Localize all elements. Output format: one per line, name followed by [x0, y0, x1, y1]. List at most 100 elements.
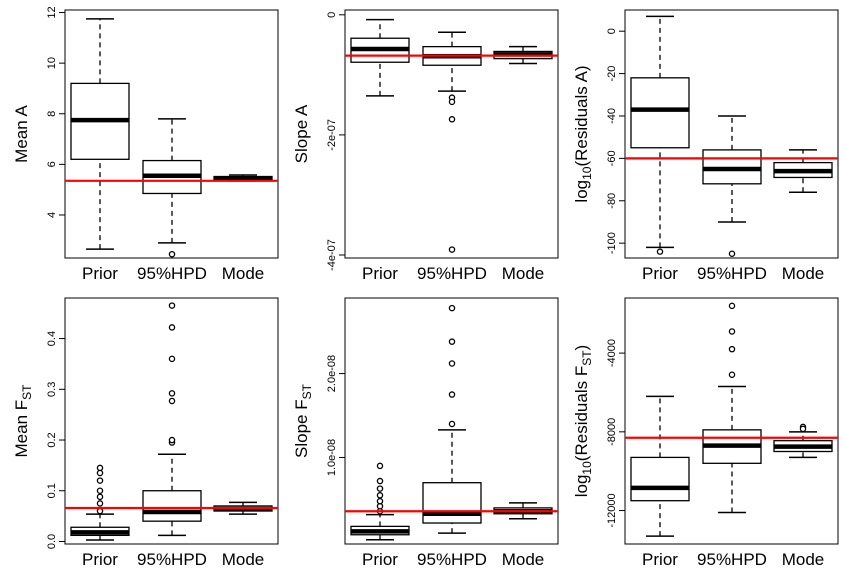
x-category-label: Prior [362, 550, 398, 569]
outlier-point [656, 248, 664, 255]
x-category-label: 95%HPD [417, 550, 487, 569]
outlier-point [96, 464, 104, 472]
outlier-point [448, 116, 456, 123]
x-category-label: Prior [362, 264, 398, 283]
plot-frame [64, 9, 279, 259]
outlier-point [799, 425, 807, 433]
box-prior [630, 15, 690, 255]
box-95-hpd [422, 304, 482, 534]
outlier-point [168, 355, 176, 363]
y-tick-label: 6 [46, 161, 58, 167]
x-category-label: Prior [82, 264, 118, 283]
y-tick-label: 0.4 [46, 331, 58, 346]
y-axis-label: Mean A [12, 105, 31, 163]
outlier-point [376, 497, 384, 505]
box-95-hpd [702, 115, 762, 258]
outlier-point [168, 250, 176, 258]
x-category-label: Mode [782, 264, 825, 283]
x-category-label: Mode [222, 264, 265, 283]
outlier-point [168, 302, 176, 309]
x-category-label: Prior [642, 264, 678, 283]
y-tick-label: 1.0e-08 [326, 439, 338, 476]
outlier-point [168, 390, 176, 397]
outlier-point [96, 477, 104, 484]
y-axis-label: log10(Residuals A) [572, 65, 594, 202]
box-mode [773, 149, 833, 194]
outlier-point [96, 469, 104, 477]
outlier-point [448, 304, 456, 312]
box-95-hpd [702, 302, 762, 514]
y-axis-label: Mean FST [12, 384, 34, 458]
x-category-label: 95%HPD [697, 264, 767, 283]
y-tick-label: 0.2 [46, 432, 58, 447]
y-tick-label: 0 [606, 28, 618, 34]
y-axis-label: log10(Residuals FST) [572, 345, 594, 497]
y-tick-label: -60 [606, 150, 618, 166]
panel-slope-fst: 1.0e-08 2.0e-08 Slope FST Prior 95%HPD Mode [292, 297, 559, 569]
outlier-point [376, 477, 384, 485]
x-category-label: Prior [82, 550, 118, 569]
y-tick-label: -20 [606, 66, 618, 82]
outlier-point [728, 345, 736, 353]
box-prior [70, 18, 130, 250]
box-95-hpd [142, 118, 202, 258]
y-tick-label: -100 [606, 232, 618, 254]
panel-log10-residuals-fst: -12000 -8000 -4000 log10(Residuals FST) Prio… [572, 297, 839, 569]
box-95-hpd [142, 302, 202, 537]
iqr-box [422, 482, 482, 524]
y-tick-label: 0.3 [46, 382, 58, 397]
y-tick-label: 0 [326, 12, 338, 18]
panel-slope-a: 0 -2e-07 -4e-07 Slope A Prior 95%HPD Mode [292, 9, 559, 283]
plot-frame [624, 297, 839, 545]
box-95-hpd [422, 31, 482, 253]
x-category-label: Mode [222, 550, 265, 569]
y-tick-label: -80 [606, 193, 618, 209]
x-category-label: Prior [642, 550, 678, 569]
y-tick-label: 8 [46, 111, 58, 117]
y-tick-label: -12000 [606, 493, 618, 527]
y-tick-label: 10 [46, 57, 58, 69]
outlier-point [448, 360, 456, 367]
outlier-point [96, 487, 104, 494]
y-tick-label: -8000 [606, 418, 618, 446]
outlier-point [168, 397, 176, 405]
panel-mean-fst: 0.0 0.1 0.2 0.3 0.4 Mean FST Prior 95%HPD Mode [12, 297, 279, 569]
outlier-point [448, 338, 456, 345]
y-tick-label: -2e-07 [326, 119, 338, 151]
outlier-point [448, 391, 456, 398]
panel-mean-a: 4 6 8 10 12 Mean A Prior 95%HPD Mode [12, 6, 279, 283]
y-tick-label: 0.0 [46, 534, 58, 549]
y-tick-label: 4 [46, 212, 58, 218]
y-axis-label: Slope FST [292, 383, 314, 458]
y-tick-label: 0.1 [46, 483, 58, 498]
outlier-point [96, 507, 104, 515]
x-category-label: Mode [502, 264, 545, 283]
outlier-point [168, 436, 176, 444]
outlier-point [448, 246, 456, 253]
box-prior [350, 462, 410, 541]
outlier-point [448, 98, 456, 106]
box-mode [773, 423, 833, 459]
y-tick-label: -4000 [606, 339, 618, 367]
x-category-label: Mode [502, 550, 545, 569]
y-tick-label: 12 [46, 6, 58, 18]
outlier-point [376, 492, 384, 499]
outlier-point [728, 371, 736, 379]
iqr-box [142, 490, 202, 522]
plot-frame [344, 9, 559, 259]
outlier-point [728, 328, 736, 335]
plot-frame [344, 297, 559, 545]
y-tick-label: 2.0e-08 [326, 355, 338, 392]
box-prior [630, 395, 690, 537]
outlier-point [376, 485, 384, 492]
y-axis-label: Slope A [292, 104, 311, 163]
outlier-point [96, 493, 104, 501]
iqr-box [630, 77, 690, 149]
panel-log10-residuals-a: 0 -20 -40 -60 -80 -100 log10(Residuals A) Prior… [572, 9, 839, 283]
outlier-point [168, 324, 176, 331]
outlier-point [96, 500, 104, 507]
x-category-label: 95%HPD [697, 550, 767, 569]
outlier-point [728, 302, 736, 310]
box-prior [70, 464, 130, 541]
